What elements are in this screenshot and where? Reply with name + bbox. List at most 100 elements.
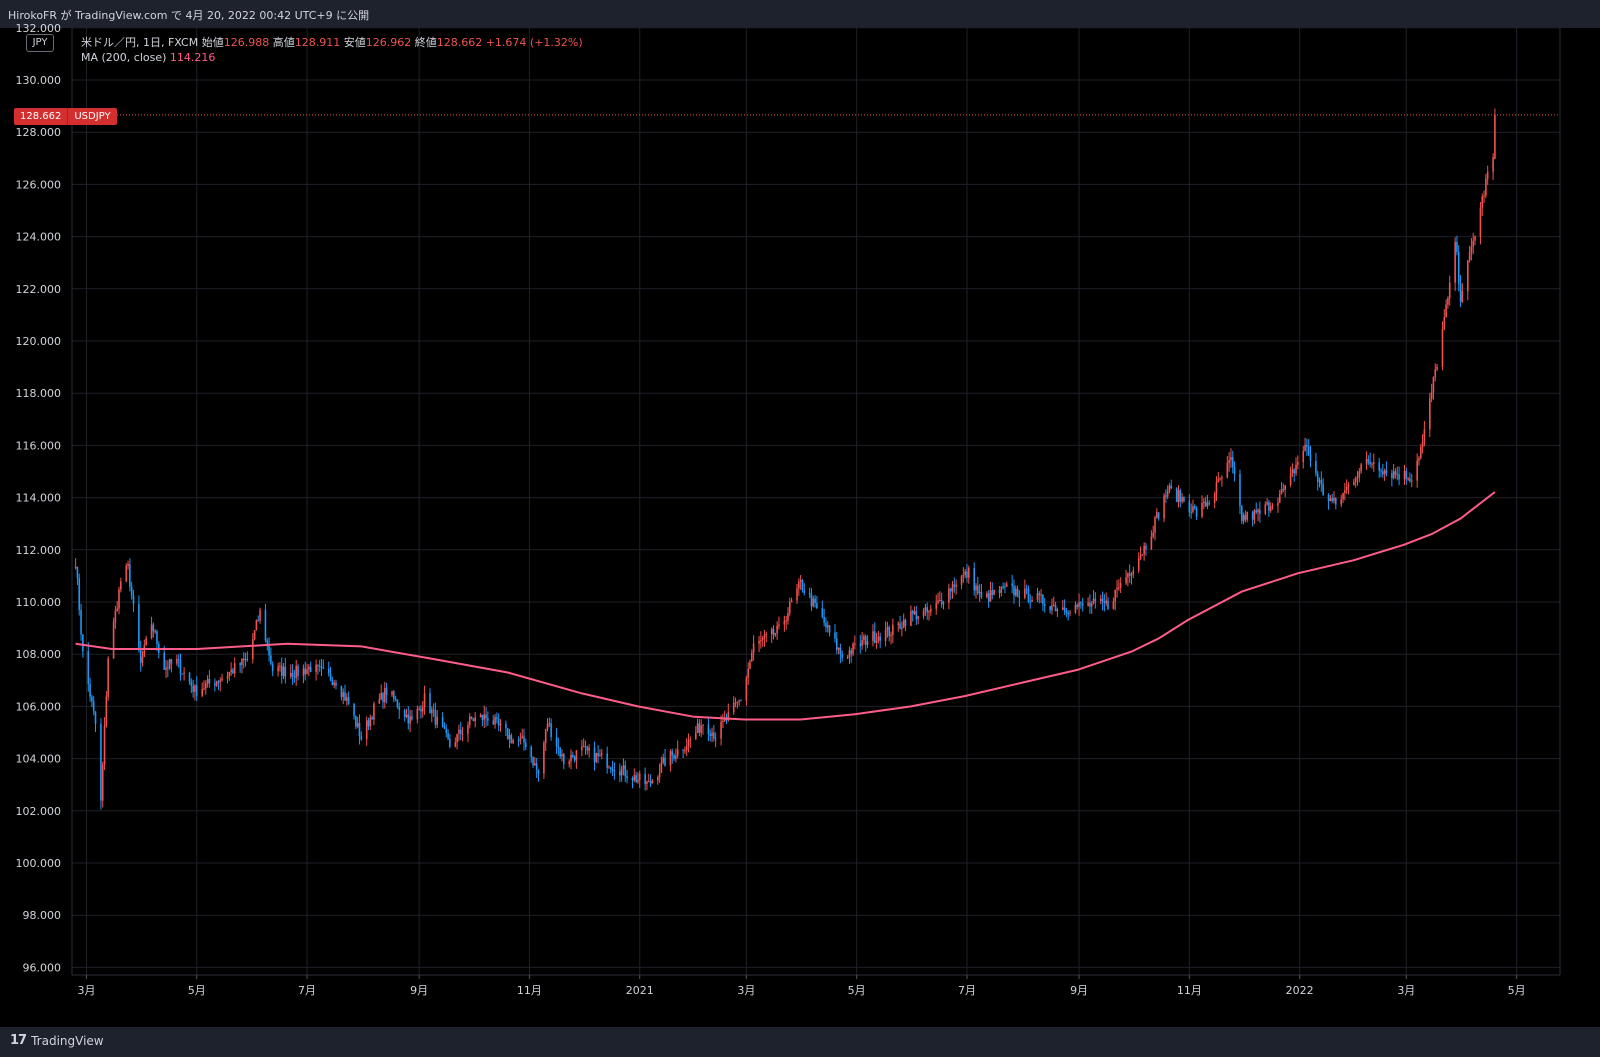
candle-body [409,716,411,724]
candle-body [91,696,93,702]
candle-body [454,742,457,747]
candle-body [993,589,995,595]
candle-body [1090,603,1093,607]
candle-body [383,688,386,703]
candle-body [1166,491,1169,497]
candle-body [447,732,449,739]
candle-body [1016,588,1019,597]
candle-body [315,664,317,672]
candle-body [613,769,616,772]
candle-body [626,776,628,778]
candle-body [1231,456,1234,468]
bottom-bar [0,1027,1600,1057]
candle-body [1318,480,1321,482]
candle-body [1127,573,1129,578]
candle-body [416,709,419,720]
candle-body [1242,515,1245,522]
candle-body [1409,478,1411,482]
y-tick-label: 132.000 [16,22,62,35]
candle-body [978,591,981,594]
candle-body [308,666,310,670]
x-tick-label: 5月 [1508,984,1526,997]
candle-body [964,571,966,575]
candle-body [342,692,345,697]
candle-body [1240,506,1243,522]
candle-body [669,751,672,766]
candle-body [103,725,106,765]
candle-body [911,610,914,614]
candle-body [593,747,596,762]
candle-body [496,717,498,719]
x-tick-label: 3月 [737,984,755,997]
chart-grid [72,27,1560,975]
candle-body [112,621,115,659]
candle-body [638,773,641,781]
candle-body [930,608,932,612]
candle-body [1165,495,1167,497]
candle-body [609,767,612,770]
tradingview-logo[interactable]: 17 TradingView [10,1033,104,1048]
candle-body [1107,600,1109,609]
candle-body [660,762,663,773]
candle-body [1365,459,1368,465]
candle-body [810,594,813,607]
candle-body [835,638,838,650]
candle-body [637,780,639,782]
candle-body [1423,429,1426,442]
x-tick-label: 5月 [188,984,206,997]
candle-body [1043,604,1046,606]
candle-body [886,627,889,631]
candle-body [785,620,787,622]
candle-body [1418,458,1420,461]
candle-body [1407,478,1409,480]
candle-body [1293,469,1296,474]
tradingview-brand: TradingView [31,1033,104,1048]
candle-body [1101,598,1104,602]
candle-body [877,636,880,641]
candle-body [1448,282,1451,299]
candle-body [671,751,674,756]
candle-body [763,634,766,638]
candle-body [239,663,241,666]
candle-body [848,650,851,657]
candle-body [1005,583,1008,587]
candle-body [1403,470,1406,480]
legend-ma-label: MA (200, close) [81,51,167,64]
candle-body [403,710,406,717]
candle-body [355,715,357,727]
candle-body [170,659,173,664]
candle-body [80,609,82,635]
candle-body [890,635,892,637]
candle-body [624,765,627,777]
price-chart[interactable]: 132.000 130.000 128.000 126.000 124.000 122.0… [0,0,1600,1027]
candle-body [939,599,941,601]
candle-body [1436,366,1438,370]
candle-body [1335,497,1337,505]
candle-body [1168,485,1171,492]
candle-body [120,581,122,590]
candle-body [608,767,610,769]
candle-body [544,729,547,743]
x-tick-label: 11月 [1177,984,1202,997]
legend-ohlc: 米ドル／円, 1日, FXCM 始値126.988 高値128.911 安値12… [81,34,583,50]
candle-body [646,781,648,784]
ma-200-line [75,491,1496,721]
candle-body [284,666,287,677]
candle-body [1076,604,1079,607]
candle-body [814,598,816,604]
candle-body [904,619,907,627]
candle-body [535,763,538,770]
candle-body [467,725,469,734]
candle-body [991,590,994,595]
candle-body [675,756,677,759]
candle-body [1358,471,1361,477]
candle-body [1226,462,1229,478]
y-tick-label: 98.000 [23,909,62,922]
candle-body [127,564,129,566]
candle-body [1405,470,1408,479]
candle-body [101,764,104,801]
candle-body [74,566,77,568]
candle-body [1118,587,1120,589]
candle-body [1018,596,1021,598]
candle-body [687,739,690,747]
